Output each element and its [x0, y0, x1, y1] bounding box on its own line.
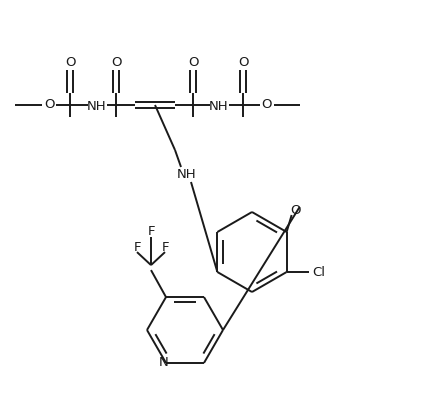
Text: O: O	[238, 56, 248, 69]
Text: O: O	[44, 99, 54, 112]
Text: NH: NH	[87, 100, 107, 114]
Text: F: F	[161, 241, 169, 254]
Text: O: O	[262, 99, 272, 112]
Text: O: O	[291, 204, 301, 217]
Text: NH: NH	[177, 168, 197, 181]
Text: Cl: Cl	[312, 265, 325, 278]
Text: O: O	[111, 56, 121, 69]
Text: N: N	[159, 357, 169, 370]
Text: F: F	[133, 241, 141, 254]
Text: O: O	[188, 56, 198, 69]
Text: F: F	[147, 224, 155, 237]
Text: NH: NH	[209, 100, 229, 114]
Text: O: O	[65, 56, 75, 69]
